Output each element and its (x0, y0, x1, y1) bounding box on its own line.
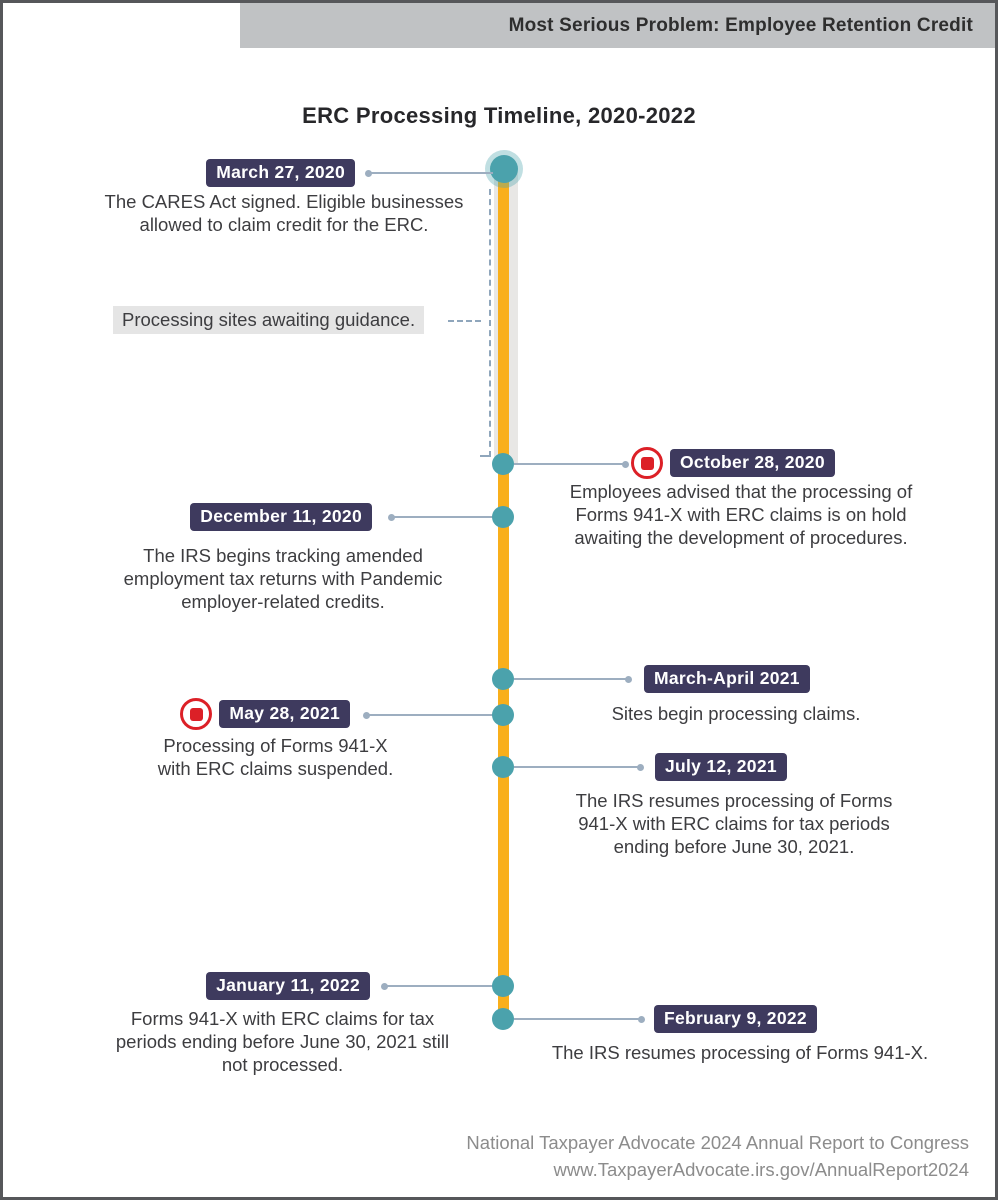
timeline-dot (492, 975, 514, 997)
connector-end-dot (622, 461, 629, 468)
date-badge: February 9, 2022 (654, 1005, 817, 1033)
connector-end-dot (625, 676, 632, 683)
timeline-dot (492, 1008, 514, 1030)
event-connector (391, 516, 499, 518)
event-connector (514, 1018, 641, 1020)
date-badge: October 28, 2020 (670, 449, 835, 477)
date-badge: May 28, 2021 (219, 700, 350, 728)
event-date-badge-row: January 11, 2022 (206, 972, 370, 1000)
timeline-dot (492, 453, 514, 475)
page-title: ERC Processing Timeline, 2020-2022 (302, 103, 696, 128)
event-date-badge-row: May 28, 2021 (180, 698, 350, 730)
event-connector (368, 172, 493, 174)
event-description: Processing of Forms 941-X with ERC claim… (157, 735, 394, 779)
date-badge: July 12, 2021 (655, 753, 787, 781)
stop-icon (631, 447, 663, 479)
event-description: Employees advised that the processing of… (569, 481, 913, 548)
stop-icon (180, 698, 213, 730)
event-connector (514, 678, 627, 680)
pending-dashed-outline (480, 189, 491, 457)
connector-end-dot (363, 712, 370, 719)
banner-title: Most Serious Problem: Employee Retention… (508, 14, 973, 36)
event-date-badge-row: October 28, 2020 (631, 447, 835, 479)
timeline-start-marker (490, 155, 518, 183)
timeline-bar (498, 172, 509, 1025)
event-connector (514, 463, 626, 465)
date-badge: March-April 2021 (644, 665, 810, 693)
event-connector (514, 766, 639, 768)
connector-end-dot (388, 514, 395, 521)
event-description: Forms 941-X with ERC claims for tax peri… (115, 1008, 450, 1075)
connector-end-dot (638, 1016, 645, 1023)
date-badge: December 11, 2020 (190, 503, 372, 531)
event-date-badge-row: March-April 2021 (644, 665, 810, 693)
timeline-dot (492, 756, 514, 778)
stop-square-icon (189, 707, 203, 721)
event-connector (384, 985, 499, 987)
connector-end-dot (365, 170, 372, 177)
event-date-badge-row: February 9, 2022 (654, 1005, 817, 1033)
date-badge: January 11, 2022 (206, 972, 370, 1000)
timeline-dot (492, 506, 514, 528)
event-date-badge-row: July 12, 2021 (655, 753, 787, 781)
annotation-label: Processing sites awaiting guidance. (113, 306, 425, 334)
footer: National Taxpayer Advocate 2024 Annual R… (466, 1129, 969, 1183)
event-description: The IRS resumes processing of Forms 941-… (551, 1042, 929, 1063)
event-description: The IRS begins tracking amended employme… (123, 545, 443, 612)
event-description: Sites begin processing claims. (611, 703, 861, 724)
event-description: The CARES Act signed. Eligible businesse… (104, 191, 464, 235)
event-description: The IRS resumes processing of Forms 941-… (575, 790, 893, 857)
event-connector (366, 714, 499, 716)
date-badge: March 27, 2020 (206, 159, 355, 187)
footer-source-line: National Taxpayer Advocate 2024 Annual R… (466, 1132, 969, 1153)
header-banner: Most Serious Problem: Employee Retention… (240, 3, 995, 48)
timeline-dot (492, 704, 514, 726)
event-date-badge-row: December 11, 2020 (190, 503, 372, 531)
stop-square-icon (640, 456, 654, 470)
annotation-dashed-connector (448, 320, 481, 322)
connector-end-dot (637, 764, 644, 771)
connector-end-dot (381, 983, 388, 990)
event-date-badge-row: March 27, 2020 (206, 159, 355, 187)
timeline-dot (492, 668, 514, 690)
footer-url: www.TaxpayerAdvocate.irs.gov/AnnualRepor… (553, 1159, 969, 1180)
